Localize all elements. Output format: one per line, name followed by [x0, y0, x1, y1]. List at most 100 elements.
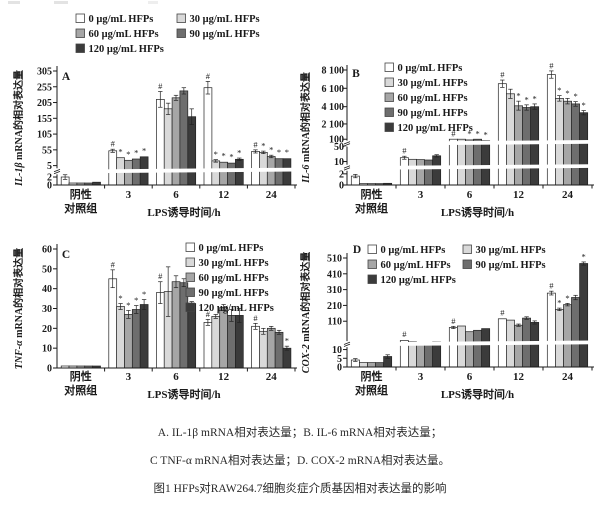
crop-artifact: [8, 1, 20, 4]
y-axis-title: TNF-α mRNA的相对表达量: [12, 248, 25, 369]
y-tick-label: 40: [42, 284, 52, 295]
bar: [282, 347, 292, 369]
bar: [416, 342, 425, 368]
y-tick-label: 20: [42, 324, 52, 335]
legend-swatch: [367, 259, 377, 269]
bar: [514, 105, 523, 186]
y-tick-label: 10: [334, 157, 344, 168]
axis-break-gap: [54, 168, 60, 175]
bar: [514, 324, 523, 368]
axis-break-band: [347, 340, 592, 347]
bar: [274, 331, 284, 369]
y-tick-label: 205: [37, 98, 52, 109]
legend-swatch: [75, 28, 85, 38]
significance-marker: #: [500, 70, 505, 80]
bar: [530, 106, 540, 186]
significance-marker: *: [277, 147, 281, 157]
y-tick-label: 100: [329, 135, 344, 146]
x-category-label: 阴性: [361, 369, 383, 383]
bar: [571, 297, 580, 368]
bar: [116, 306, 125, 369]
significance-marker: *: [118, 293, 122, 303]
axis-break-gap: [344, 140, 350, 147]
significance-marker: #: [111, 139, 116, 149]
bar: [457, 325, 466, 368]
significance-marker: #: [111, 259, 116, 269]
significance-marker: *: [126, 149, 130, 159]
bar: [203, 322, 213, 369]
y-tick-label: 50: [42, 264, 52, 275]
significance-marker: *: [285, 147, 289, 157]
significance-marker: *: [573, 91, 577, 101]
bar: [416, 159, 425, 186]
bar: [481, 328, 491, 368]
bar: [219, 161, 228, 186]
panel-letter: C: [62, 249, 70, 261]
legend-label: 0 μg/mL HFPs: [381, 245, 446, 256]
bar: [473, 329, 482, 368]
significance-marker: *: [565, 88, 569, 98]
bar: [235, 158, 244, 186]
bar: [424, 342, 433, 368]
x-axis-title: LPS诱导时间/h: [441, 205, 514, 219]
legend-swatch: [185, 272, 195, 282]
y-tick-label: 8 100: [322, 66, 345, 77]
y-axis-title: IL-1β mRNA的相对表达量: [12, 70, 25, 187]
significance-marker: *: [229, 152, 233, 162]
significance-marker: #: [253, 313, 258, 323]
bar: [171, 281, 181, 369]
significance-marker: *: [475, 129, 479, 139]
axis-break-band: [347, 164, 592, 170]
bar: [424, 159, 433, 186]
bar: [473, 138, 482, 186]
y-tick-label: 0: [47, 364, 52, 375]
y-tick-label: 10: [332, 345, 342, 356]
significance-marker: *: [582, 100, 586, 110]
bar: [448, 138, 458, 186]
crop-artifact: [148, 1, 158, 4]
legend-label: 60 μg/mL HFPs: [398, 93, 468, 104]
legend-label: 60 μg/mL HFPs: [199, 273, 269, 284]
legend-swatch: [75, 43, 85, 53]
bar: [266, 327, 276, 369]
bar: [457, 138, 466, 186]
legend-swatch: [176, 13, 186, 23]
significance-marker: #: [402, 329, 407, 339]
x-axis-title: LPS诱导时间/h: [441, 387, 514, 401]
y-tick-label: 10: [42, 344, 52, 355]
bar: [187, 303, 197, 369]
bar: [481, 140, 491, 186]
significance-marker: *: [582, 251, 586, 261]
bar: [235, 315, 244, 369]
y-tick-label: 4 100: [322, 102, 345, 113]
significance-marker: *: [533, 93, 537, 103]
significance-marker: *: [134, 148, 138, 158]
bar: [187, 116, 197, 186]
crop-artifact: [54, 1, 68, 4]
significance-marker: *: [285, 336, 289, 346]
x-category-label: 对照组: [355, 383, 388, 397]
x-category-label: 24: [266, 371, 278, 383]
bar: [506, 93, 515, 186]
bar: [108, 150, 118, 186]
y-tick-label: 155: [37, 114, 52, 125]
x-axis-title: LPS诱导时间/h: [147, 387, 220, 401]
legend-label: 120 μg/mL HFPs: [381, 275, 456, 286]
significance-marker: *: [142, 145, 146, 155]
x-category-label: 3: [418, 371, 424, 383]
bar: [251, 325, 260, 369]
legend-label: 90 μg/mL HFPs: [190, 29, 260, 40]
panel-letter: A: [62, 71, 71, 83]
bar: [522, 107, 531, 186]
significance-marker: #: [206, 309, 211, 319]
y-tick-label: 5: [337, 354, 342, 365]
significance-marker: *: [524, 94, 528, 104]
significance-marker: #: [158, 81, 163, 91]
y-tick-label: 60: [42, 245, 52, 256]
legend-swatch: [384, 92, 394, 102]
axis-break-mark: [343, 341, 351, 345]
significance-marker: *: [221, 151, 225, 161]
x-category-label: 阴性: [361, 187, 383, 201]
significance-marker: #: [500, 307, 505, 317]
